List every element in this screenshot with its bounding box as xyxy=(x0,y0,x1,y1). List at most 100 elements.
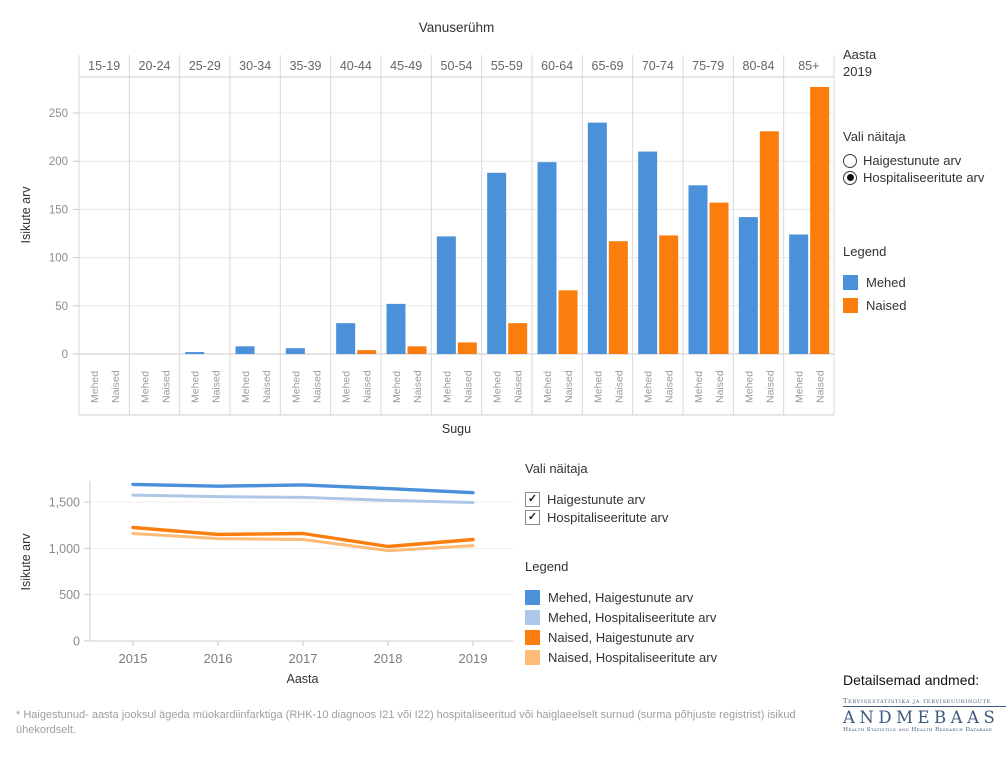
bar-x-label: Naised xyxy=(664,370,676,403)
bar-x-label: Naised xyxy=(613,370,625,403)
radio-label: Hospitaliseeritute arv xyxy=(863,170,985,185)
svg-text:2015: 2015 xyxy=(119,651,148,666)
line-naised-hospitaliseeritute-arv[interactable] xyxy=(131,532,475,553)
bar-naised-70-74[interactable] xyxy=(659,235,679,354)
top-chart-xlabel: Sugu xyxy=(442,422,471,436)
svg-text:45-49: 45-49 xyxy=(390,59,422,73)
bar-mehed-50-54[interactable] xyxy=(436,236,456,354)
legend-item: Naised, Haigestunute arv xyxy=(525,627,825,647)
year-filter-value[interactable]: 2019 xyxy=(843,64,872,79)
bar-mehed-65-69[interactable] xyxy=(587,122,607,354)
legend-swatch xyxy=(525,589,540,605)
top-chart-ylabel: Isikute arv xyxy=(19,186,33,244)
bar-naised-60-64[interactable] xyxy=(558,290,578,354)
line-naised-haigestunute-arv[interactable] xyxy=(131,525,475,549)
trend-line-chart[interactable]: 0 500 1,000 1,500 2015 2016 2017 2018 2019 Aasta I… xyxy=(0,455,520,700)
andmebaas-logo[interactable]: Tervisestatistika ja terviseuuringute AN… xyxy=(843,697,1006,733)
radio-haigestunute-arv[interactable]: Haigestunute arv xyxy=(843,152,1005,169)
svg-text:25-29: 25-29 xyxy=(189,59,221,73)
bar-mehed-45-49[interactable] xyxy=(386,303,406,354)
checkbox-label: Hospitaliseeritute arv xyxy=(547,509,669,525)
radio-label: Haigestunute arv xyxy=(863,153,962,168)
svg-text:0: 0 xyxy=(73,635,80,649)
logo-tagline-en: Health Statistics and Health Research Da… xyxy=(843,727,993,733)
svg-text:35-39: 35-39 xyxy=(290,59,322,73)
svg-text:2016: 2016 xyxy=(204,651,233,666)
bar-x-label: Naised xyxy=(362,370,374,403)
legend-label: Mehed, Haigestunute arv xyxy=(548,589,694,605)
bar-x-label: Mehed xyxy=(190,371,202,403)
legend-label: Mehed xyxy=(866,274,906,290)
bar-naised-50-54[interactable] xyxy=(457,342,477,354)
checkbox-icon[interactable] xyxy=(525,491,540,507)
bar-naised-45-49[interactable] xyxy=(407,346,427,354)
checkbox-label: Haigestunute arv xyxy=(547,491,646,507)
svg-text:80-84: 80-84 xyxy=(743,59,775,73)
bar-mehed-70-74[interactable] xyxy=(638,151,658,354)
bar-mehed-55-59[interactable] xyxy=(487,172,507,354)
bar-mehed-30-34[interactable] xyxy=(235,346,255,354)
radio-icon[interactable] xyxy=(843,153,857,168)
bar-x-label: Naised xyxy=(462,370,474,403)
legend-swatch xyxy=(525,609,540,625)
svg-text:50-54: 50-54 xyxy=(441,59,473,73)
checkbox-hospitaliseeritute-arv[interactable]: Hospitaliseeritute arv xyxy=(525,508,825,526)
svg-text:500: 500 xyxy=(59,588,80,602)
bar-mehed-60-64[interactable] xyxy=(537,162,557,354)
svg-text:1,000: 1,000 xyxy=(49,542,80,556)
bar-x-label: Naised xyxy=(513,370,525,403)
bar-mehed-75-79[interactable] xyxy=(688,185,708,354)
svg-text:70-74: 70-74 xyxy=(642,59,674,73)
bar-naised-80-84[interactable] xyxy=(759,131,779,354)
legend-swatch-mehed xyxy=(843,274,858,290)
bar-x-label: Naised xyxy=(211,370,223,403)
bar-x-label: Naised xyxy=(412,370,424,403)
checkbox-icon[interactable] xyxy=(525,509,540,525)
top-chart-title: Vanuserühm xyxy=(419,20,495,35)
svg-text:75-79: 75-79 xyxy=(692,59,724,73)
bar-x-label: Mehed xyxy=(341,371,353,403)
line-mehed-haigestunute-arv[interactable] xyxy=(131,482,475,495)
radio-hospitaliseeritute-arv[interactable]: Hospitaliseeritute arv xyxy=(843,169,1005,186)
bar-x-label: Mehed xyxy=(693,371,705,403)
bottom-chart-ylabel: Isikute arv xyxy=(19,533,33,591)
bar-naised-55-59[interactable] xyxy=(508,323,528,354)
svg-text:15-19: 15-19 xyxy=(88,59,120,73)
legend-item: Mehed, Hospitaliseeritute arv xyxy=(525,607,825,627)
bar-naised-40-44[interactable] xyxy=(357,350,377,354)
legend-item-mehed: Mehed xyxy=(843,272,1005,292)
svg-text:2019: 2019 xyxy=(459,651,488,666)
bar-x-label: Naised xyxy=(815,370,827,403)
bar-x-label: Mehed xyxy=(542,371,554,403)
bar-naised-85+[interactable] xyxy=(810,86,830,355)
bottom-chart-xlabel: Aasta xyxy=(287,672,319,686)
svg-text:65-69: 65-69 xyxy=(592,59,624,73)
bar-mehed-80-84[interactable] xyxy=(738,217,758,354)
bar-x-label: Mehed xyxy=(139,371,151,403)
bar-mehed-35-39[interactable] xyxy=(285,348,305,354)
svg-text:200: 200 xyxy=(49,156,68,168)
age-sex-bar-chart[interactable]: 0 50 100 150 200 250 15-19 20-24 25-29 30-34 35-39… xyxy=(0,0,845,445)
bar-mehed-40-44[interactable] xyxy=(336,323,356,354)
bar-naised-75-79[interactable] xyxy=(709,202,729,354)
svg-text:2017: 2017 xyxy=(289,651,318,666)
bar-mehed-85+[interactable] xyxy=(789,234,809,354)
legend-label: Naised, Hospitaliseeritute arv xyxy=(548,649,718,665)
line-mehed-hospitaliseeritute-arv[interactable] xyxy=(131,493,475,504)
bar-naised-65-69[interactable] xyxy=(608,241,628,354)
radio-icon[interactable] xyxy=(843,170,857,185)
bar-x-label: Naised xyxy=(261,370,273,403)
bar-mehed-25-29[interactable] xyxy=(185,352,205,354)
svg-text:2018: 2018 xyxy=(374,651,403,666)
bar-x-label: Mehed xyxy=(743,371,755,403)
bar-x-label: Naised xyxy=(311,370,323,403)
legend-swatch xyxy=(525,629,540,645)
footnote: * Haigestunud- aasta jooksul ägeda müoka… xyxy=(16,709,796,737)
bar-x-label: Mehed xyxy=(240,371,252,403)
bar-x-label: Mehed xyxy=(89,371,101,403)
svg-text:250: 250 xyxy=(49,108,68,120)
legend-title: Legend xyxy=(843,244,887,259)
checkbox-haigestunute-arv[interactable]: Haigestunute arv xyxy=(525,490,825,508)
bar-x-label: Mehed xyxy=(794,371,806,403)
